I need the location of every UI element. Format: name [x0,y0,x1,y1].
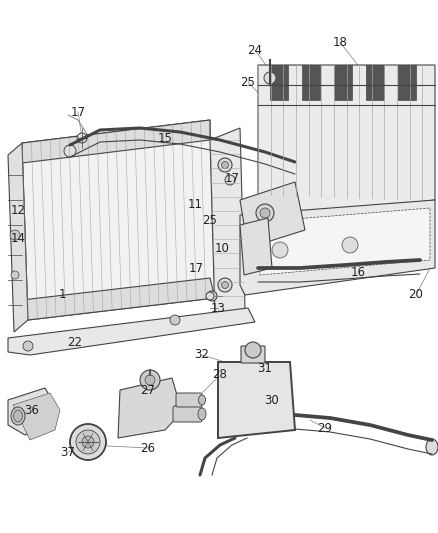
Text: 10: 10 [215,241,230,254]
FancyBboxPatch shape [173,406,202,422]
Polygon shape [258,208,430,275]
Text: 17: 17 [188,262,204,274]
Text: 16: 16 [350,265,365,279]
Polygon shape [210,128,245,320]
Circle shape [10,230,20,240]
FancyBboxPatch shape [241,346,265,363]
Text: 31: 31 [258,361,272,375]
Polygon shape [22,278,215,320]
Circle shape [207,291,217,301]
FancyBboxPatch shape [176,393,202,407]
Circle shape [264,72,276,84]
FancyBboxPatch shape [302,65,320,100]
Text: 29: 29 [318,422,332,434]
Polygon shape [22,120,210,163]
Text: 30: 30 [265,393,279,407]
Circle shape [256,204,274,222]
Circle shape [289,161,301,173]
Text: 32: 32 [194,349,209,361]
Circle shape [245,342,261,358]
Text: 22: 22 [67,335,82,349]
Text: 1: 1 [58,288,66,302]
Polygon shape [8,388,55,435]
Polygon shape [240,182,305,248]
Circle shape [225,175,235,185]
Circle shape [23,341,33,351]
Circle shape [11,271,19,279]
Ellipse shape [426,439,438,455]
Circle shape [260,208,270,218]
Text: 11: 11 [187,198,202,212]
Text: 13: 13 [211,302,226,314]
Circle shape [218,278,232,292]
Circle shape [222,281,229,288]
Circle shape [206,292,214,300]
Text: 28: 28 [212,368,227,382]
Text: 37: 37 [60,446,75,458]
Text: 27: 27 [141,384,155,397]
Circle shape [222,161,229,168]
Circle shape [272,242,288,258]
Text: 24: 24 [247,44,262,56]
Polygon shape [22,120,215,320]
Polygon shape [118,378,182,438]
FancyBboxPatch shape [366,65,384,100]
Polygon shape [8,308,255,355]
FancyBboxPatch shape [398,65,416,100]
Text: 20: 20 [409,288,424,302]
Text: 17: 17 [71,106,85,118]
Circle shape [64,145,76,157]
Circle shape [218,158,232,172]
Text: 18: 18 [332,36,347,49]
Polygon shape [8,143,28,332]
Circle shape [82,436,94,448]
Ellipse shape [11,407,25,425]
Circle shape [342,237,358,253]
Text: 36: 36 [25,403,39,416]
Polygon shape [13,393,60,440]
Ellipse shape [198,408,206,420]
Text: 25: 25 [240,76,255,88]
Ellipse shape [14,410,22,422]
Polygon shape [240,218,272,275]
Text: 26: 26 [141,441,155,455]
Circle shape [170,315,180,325]
Text: 15: 15 [158,132,173,144]
Polygon shape [240,200,435,295]
Polygon shape [258,65,435,215]
Ellipse shape [198,395,205,405]
Circle shape [77,133,87,143]
Circle shape [76,430,100,454]
FancyBboxPatch shape [270,65,288,100]
Text: 12: 12 [11,204,25,216]
Circle shape [70,424,106,460]
Circle shape [145,375,155,385]
Text: 25: 25 [202,214,217,227]
Circle shape [140,370,160,390]
Text: 17: 17 [225,172,240,184]
FancyBboxPatch shape [334,65,352,100]
Polygon shape [218,362,295,438]
Text: 14: 14 [11,231,25,245]
